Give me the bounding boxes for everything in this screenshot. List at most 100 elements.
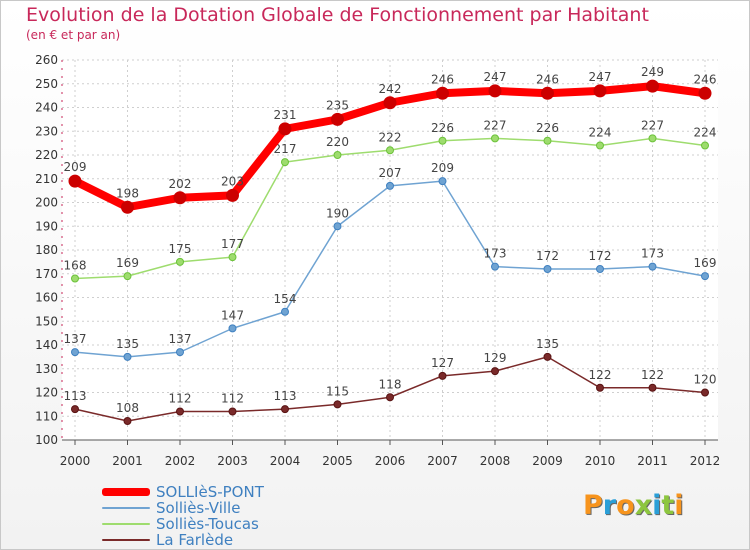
data-point [648,383,657,392]
data-point [281,405,289,414]
legend-swatch [102,539,150,541]
data-label: 135 [116,337,139,351]
data-label: 169 [694,256,717,270]
data-label: 137 [169,332,192,346]
data-point [176,257,184,266]
data-point [386,146,394,155]
data-label: 190 [326,206,349,220]
chart-title: Evolution de la Dotation Globale de Fonc… [26,4,649,26]
y-tick-label: 160 [35,291,58,305]
data-label: 220 [326,135,349,149]
y-tick-label: 100 [35,433,58,447]
x-tick-label: 2002 [165,454,196,468]
legend-swatch [102,507,150,509]
legend-label: Solliès-Toucas [156,515,259,533]
y-tick-label: 140 [35,338,58,352]
data-point [436,86,449,100]
data-label: 113 [64,389,87,403]
data-point [281,307,289,316]
data-point [596,383,604,392]
data-point [278,122,292,136]
logo-letter: P [583,490,603,521]
data-point [648,262,657,271]
data-label: 137 [64,332,87,346]
data-label: 169 [116,256,139,270]
legend-label: Solliès-Ville [156,499,241,517]
logo-letter: i [674,490,684,521]
x-tick-label: 2003 [217,454,248,468]
y-tick-label: 130 [35,362,58,376]
data-point [543,265,552,273]
data-label: 231 [274,108,297,122]
data-point [228,324,237,333]
logo-letter: x [634,490,653,521]
data-point [176,407,184,416]
data-point [386,181,394,190]
data-label: 112 [169,392,192,406]
data-label: 118 [379,377,402,391]
data-label: 147 [221,308,244,322]
data-label: 226 [536,121,559,135]
data-label: 222 [379,130,402,144]
logo-letter: i [652,490,662,521]
data-label: 154 [274,292,297,306]
data-label: 120 [694,373,717,387]
data-point [226,188,239,202]
data-label: 173 [484,247,507,261]
x-tick-label: 2009 [532,454,563,468]
data-label: 122 [589,368,612,382]
data-label: 172 [589,249,612,263]
data-label: 227 [641,118,664,132]
data-label: 247 [589,70,612,84]
legend-label: La Farlède [156,531,234,549]
data-label: 217 [274,142,297,156]
data-label: 172 [536,249,559,263]
legend-item: SOLLIèS-PONT [102,483,264,501]
y-tick-label: 190 [35,219,58,233]
data-label: 108 [116,401,139,415]
data-label: 129 [484,351,507,365]
chart-legend: SOLLIèS-PONT Solliès-Ville Solliès-Toucas L… [102,483,264,549]
legend-item: Solliès-Toucas [102,515,264,533]
data-label: 202 [169,177,192,191]
data-point [228,253,237,262]
data-point [438,177,447,186]
y-tick-label: 120 [35,386,58,400]
y-tick-label: 220 [35,148,58,162]
data-label: 227 [484,118,507,132]
data-label: 246 [694,72,717,86]
data-point [176,348,184,357]
data-point [596,265,604,273]
logo-letter: o [616,490,635,521]
data-point [593,84,607,98]
data-label: 224 [694,126,717,140]
data-label: 209 [431,161,454,175]
data-label: 242 [379,82,402,96]
data-point [123,272,132,281]
data-point [383,96,397,110]
data-point [438,136,447,145]
data-point [491,134,499,143]
x-tick-label: 2008 [480,454,511,468]
data-label: 135 [536,337,559,351]
data-point [228,407,237,416]
data-label: 224 [589,126,612,140]
data-label: 115 [326,384,349,398]
x-tick-label: 2007 [427,454,458,468]
data-point [701,388,709,397]
data-label: 177 [221,237,244,251]
data-point [173,191,187,205]
data-point [648,134,657,143]
data-point [123,352,132,361]
data-point [68,174,82,188]
data-label: 122 [641,368,664,382]
data-point [488,84,502,98]
y-tick-label: 240 [35,101,58,115]
x-tick-label: 2000 [60,454,91,468]
x-tick-label: 2010 [585,454,616,468]
data-point [491,262,499,271]
x-tick-label: 2006 [375,454,406,468]
proxiti-logo: Proxiti [583,490,684,521]
data-point [491,367,499,376]
data-point [701,272,709,281]
